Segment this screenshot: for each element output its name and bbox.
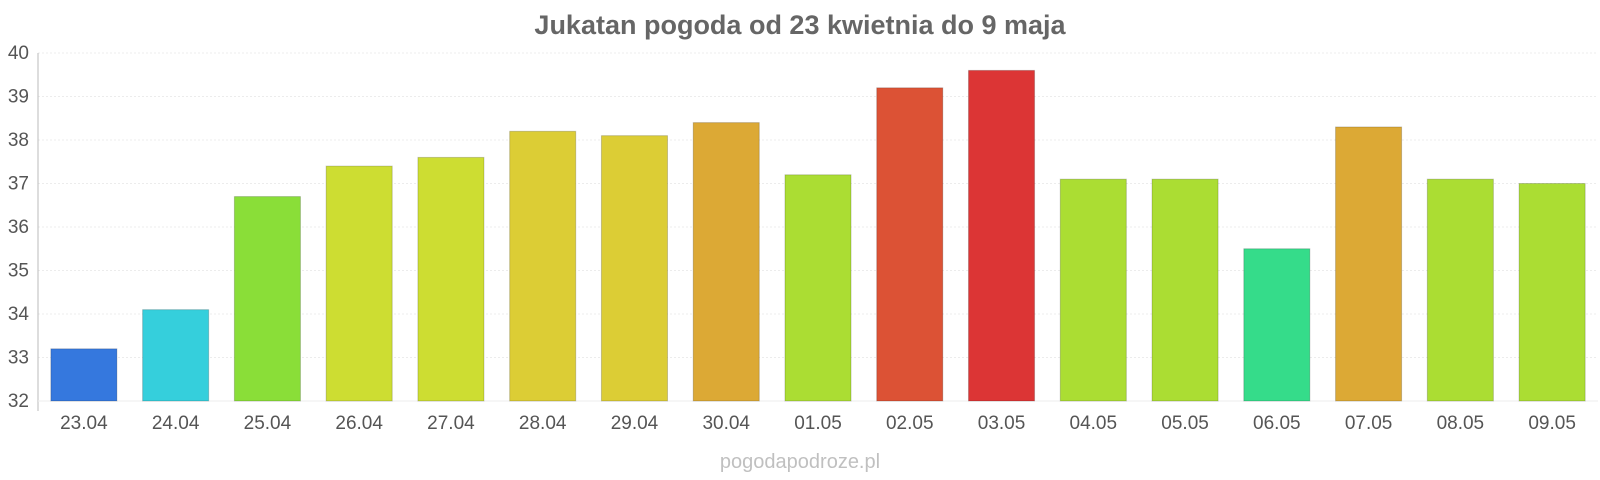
x-tick-label: 03.05 [978,413,1026,434]
x-tick-label: 30.04 [702,413,750,434]
bar-26.04 [325,165,393,402]
bar-09.05 [1518,183,1586,402]
bar-03.05 [967,69,1036,402]
x-tick-label: 26.04 [335,413,383,434]
x-tick-label: 23.04 [60,413,108,434]
x-tick-label: 06.05 [1253,413,1301,434]
x-tick-label: 04.05 [1070,413,1118,434]
x-tick-label: 09.05 [1528,413,1576,434]
bar-25.04 [233,196,301,402]
x-tick-label: 07.05 [1345,413,1393,434]
y-tick-label: 37 [8,174,29,195]
chart-title: Jukatan pogoda od 23 kwietnia do 9 maja [534,10,1066,40]
bar-24.04 [142,309,210,402]
y-tick-label: 40 [8,43,29,64]
y-tick-label: 36 [8,217,29,238]
x-tick-label: 27.04 [427,413,475,434]
x-tick-label: 24.04 [152,413,200,434]
bar-02.05 [876,87,944,402]
y-tick-label: 32 [8,391,29,412]
y-tick-labels: 32 33 34 35 36 37 38 39 40 [8,43,30,412]
y-tick-label: 35 [8,261,29,282]
x-tick-labels: 23.04 24.04 25.04 26.04 27.04 28.04 29.04 30.04… [60,413,1576,434]
bar-06.05 [1243,248,1311,402]
bar-07.05 [1335,126,1403,402]
x-tick-label: 05.05 [1161,413,1209,434]
x-tick-label: 01.05 [794,413,842,434]
x-tick-label: 02.05 [886,413,934,434]
y-tick-label: 38 [8,130,29,151]
x-tick-label: 25.04 [244,413,292,434]
x-tick-label: 08.05 [1437,413,1485,434]
bar-28.04 [509,130,577,402]
bar-04.05 [1059,178,1127,402]
watermark: pogodapodroze.pl [719,451,881,473]
bar-01.05 [784,174,852,402]
bar-30.04 [692,122,760,402]
y-tick-label: 33 [8,348,29,369]
bar-29.04 [600,135,669,402]
y-tick-label: 39 [8,87,29,108]
bar-27.04 [417,156,485,402]
x-tick-label: 28.04 [519,413,567,434]
y-tick-label: 34 [8,304,30,325]
bar-08.05 [1426,178,1494,402]
bars [50,69,1586,402]
x-tick-label: 29.04 [611,413,659,434]
bar-23.04 [50,348,118,402]
bar-05.05 [1151,178,1219,402]
